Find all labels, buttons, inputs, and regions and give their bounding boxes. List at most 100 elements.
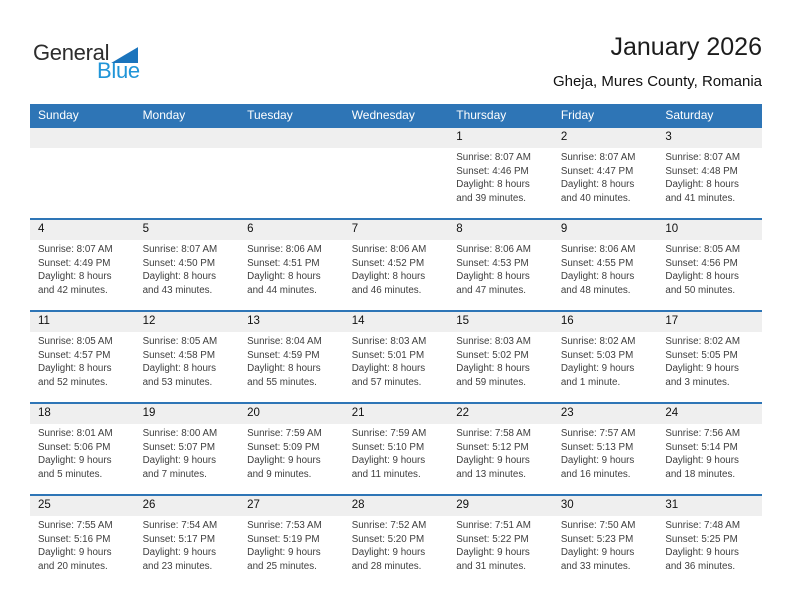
week-row: 11 Sunrise: 8:05 AM Sunset: 4:57 PM Dayligh…	[30, 310, 762, 403]
day-details: Sunrise: 8:06 AM Sunset: 4:51 PM Daylight:…	[239, 240, 344, 297]
sunrise-text: Sunrise: 8:00 AM	[142, 428, 218, 439]
sunset-text: Sunset: 5:25 PM	[665, 533, 738, 545]
day-cell: 14 Sunrise: 8:03 AM Sunset: 5:01 PM Dayligh…	[343, 310, 449, 403]
daylight-text: Daylight: 9 hours and 9 minutes.	[247, 455, 321, 480]
day-details: Sunrise: 8:07 AM Sunset: 4:47 PM Daylight:…	[553, 148, 658, 205]
day-cell: 3 Sunrise: 8:07 AM Sunset: 4:48 PM Daylight…	[657, 126, 762, 219]
sunrise-text: Sunrise: 7:52 AM	[351, 520, 427, 531]
weekday-header: Friday	[552, 104, 658, 127]
weekday-header: Saturday	[657, 104, 762, 127]
day-cell: 8 Sunrise: 8:06 AM Sunset: 4:53 PM Daylight…	[448, 218, 553, 311]
sunrise-text: Sunrise: 8:07 AM	[560, 152, 636, 163]
location-subtitle: Gheja, Mures County, Romania	[553, 73, 762, 90]
empty-day-cell	[134, 126, 240, 219]
sunrise-text: Sunrise: 7:56 AM	[665, 428, 740, 439]
sunrise-text: Sunrise: 8:05 AM	[38, 336, 113, 347]
day-number: 1	[448, 128, 553, 148]
sunset-text: Sunset: 5:22 PM	[456, 533, 529, 545]
sunset-text: Sunset: 4:51 PM	[247, 257, 320, 269]
empty-day-cell	[239, 126, 344, 219]
day-details: Sunrise: 8:07 AM Sunset: 4:50 PM Daylight:…	[135, 240, 240, 297]
day-number: 28	[343, 496, 449, 516]
day-number: 3	[657, 128, 762, 148]
daylight-text: Daylight: 8 hours and 52 minutes.	[38, 363, 112, 388]
daylight-text: Daylight: 9 hours and 3 minutes.	[665, 363, 739, 388]
day-number: 12	[134, 312, 240, 332]
weekday-header: Monday	[134, 104, 240, 127]
daylight-text: Daylight: 9 hours and 11 minutes.	[351, 455, 426, 480]
day-cell: 29 Sunrise: 7:51 AM Sunset: 5:22 PM Dayligh…	[448, 494, 553, 586]
day-details: Sunrise: 8:05 AM Sunset: 4:58 PM Daylight:…	[135, 332, 240, 389]
day-details: Sunrise: 7:52 AM Sunset: 5:20 PM Daylight:…	[344, 516, 449, 573]
sunset-text: Sunset: 4:53 PM	[456, 257, 529, 269]
sunrise-text: Sunrise: 7:58 AM	[456, 428, 531, 439]
day-number: 21	[343, 404, 449, 424]
weekday-header: Thursday	[448, 104, 553, 127]
day-number: 6	[239, 220, 344, 240]
day-number: 26	[134, 496, 240, 516]
daylight-text: Daylight: 8 hours and 53 minutes.	[142, 363, 217, 388]
day-number	[343, 128, 449, 148]
daylight-text: Daylight: 8 hours and 50 minutes.	[665, 271, 739, 296]
day-cell: 12 Sunrise: 8:05 AM Sunset: 4:58 PM Dayligh…	[134, 310, 240, 403]
sunset-text: Sunset: 5:19 PM	[247, 533, 320, 545]
day-cell: 16 Sunrise: 8:02 AM Sunset: 5:03 PM Dayligh…	[552, 310, 658, 403]
sunset-text: Sunset: 5:02 PM	[456, 349, 529, 361]
sunset-text: Sunset: 5:06 PM	[38, 441, 111, 453]
day-number: 10	[657, 220, 762, 240]
daylight-text: Daylight: 9 hours and 28 minutes.	[351, 547, 426, 572]
empty-day-cell	[343, 126, 449, 219]
weekday-header: Wednesday	[343, 104, 449, 127]
day-cell: 1 Sunrise: 8:07 AM Sunset: 4:46 PM Daylight…	[448, 126, 553, 219]
day-cell: 23 Sunrise: 7:57 AM Sunset: 5:13 PM Dayligh…	[552, 402, 658, 495]
day-details: Sunrise: 8:06 AM Sunset: 4:55 PM Daylight:…	[553, 240, 658, 297]
day-details: Sunrise: 7:50 AM Sunset: 5:23 PM Daylight:…	[553, 516, 658, 573]
week-row: 18 Sunrise: 8:01 AM Sunset: 5:06 PM Dayligh…	[30, 402, 762, 495]
sunrise-text: Sunrise: 8:06 AM	[247, 244, 322, 255]
sunset-text: Sunset: 5:12 PM	[456, 441, 529, 453]
daylight-text: Daylight: 8 hours and 55 minutes.	[247, 363, 321, 388]
day-details: Sunrise: 8:05 AM Sunset: 4:56 PM Daylight:…	[657, 240, 762, 297]
week-row: 25 Sunrise: 7:55 AM Sunset: 5:16 PM Dayligh…	[30, 494, 762, 586]
day-number: 8	[448, 220, 553, 240]
day-cell: 18 Sunrise: 8:01 AM Sunset: 5:06 PM Dayligh…	[30, 402, 135, 495]
daylight-text: Daylight: 8 hours and 43 minutes.	[142, 271, 217, 296]
sunrise-text: Sunrise: 8:07 AM	[456, 152, 531, 163]
sunset-text: Sunset: 4:55 PM	[560, 257, 634, 269]
daylight-text: Daylight: 9 hours and 20 minutes.	[38, 547, 112, 572]
daylight-text: Daylight: 9 hours and 7 minutes.	[142, 455, 217, 480]
day-cell: 2 Sunrise: 8:07 AM Sunset: 4:47 PM Daylight…	[552, 126, 658, 219]
day-cell: 6 Sunrise: 8:06 AM Sunset: 4:51 PM Daylight…	[239, 218, 344, 311]
day-number: 14	[343, 312, 449, 332]
sunrise-text: Sunrise: 8:02 AM	[665, 336, 740, 347]
sunrise-text: Sunrise: 8:04 AM	[247, 336, 322, 347]
sunset-text: Sunset: 5:03 PM	[560, 349, 634, 361]
daylight-text: Daylight: 8 hours and 39 minutes.	[456, 179, 530, 204]
sunrise-text: Sunrise: 7:51 AM	[456, 520, 531, 531]
day-cell: 19 Sunrise: 8:00 AM Sunset: 5:07 PM Dayligh…	[134, 402, 240, 495]
week-row: 4 Sunrise: 8:07 AM Sunset: 4:49 PM Daylight…	[30, 218, 762, 311]
day-number: 4	[30, 220, 135, 240]
sunrise-text: Sunrise: 8:07 AM	[665, 152, 740, 163]
day-number: 22	[448, 404, 553, 424]
sunset-text: Sunset: 4:56 PM	[665, 257, 738, 269]
daylight-text: Daylight: 8 hours and 40 minutes.	[560, 179, 635, 204]
day-cell: 25 Sunrise: 7:55 AM Sunset: 5:16 PM Dayligh…	[30, 494, 135, 586]
general-blue-logo: General Blue	[33, 40, 140, 84]
sunset-text: Sunset: 4:46 PM	[456, 165, 529, 177]
sunset-text: Sunset: 4:48 PM	[665, 165, 738, 177]
day-details: Sunrise: 7:54 AM Sunset: 5:17 PM Daylight:…	[135, 516, 240, 573]
day-cell: 11 Sunrise: 8:05 AM Sunset: 4:57 PM Dayligh…	[30, 310, 135, 403]
day-cell: 5 Sunrise: 8:07 AM Sunset: 4:50 PM Daylight…	[134, 218, 240, 311]
daylight-text: Daylight: 9 hours and 18 minutes.	[665, 455, 739, 480]
sunset-text: Sunset: 5:16 PM	[38, 533, 111, 545]
sunrise-text: Sunrise: 8:07 AM	[38, 244, 113, 255]
day-cell: 20 Sunrise: 7:59 AM Sunset: 5:09 PM Dayligh…	[239, 402, 344, 495]
week-row: 1 Sunrise: 8:07 AM Sunset: 4:46 PM Daylight…	[30, 126, 762, 219]
sunset-text: Sunset: 5:23 PM	[560, 533, 634, 545]
day-cell: 26 Sunrise: 7:54 AM Sunset: 5:17 PM Dayligh…	[134, 494, 240, 586]
day-number: 29	[448, 496, 553, 516]
logo-triangle-icon	[111, 47, 139, 63]
daylight-text: Daylight: 8 hours and 42 minutes.	[38, 271, 112, 296]
day-details: Sunrise: 8:06 AM Sunset: 4:53 PM Daylight:…	[448, 240, 553, 297]
